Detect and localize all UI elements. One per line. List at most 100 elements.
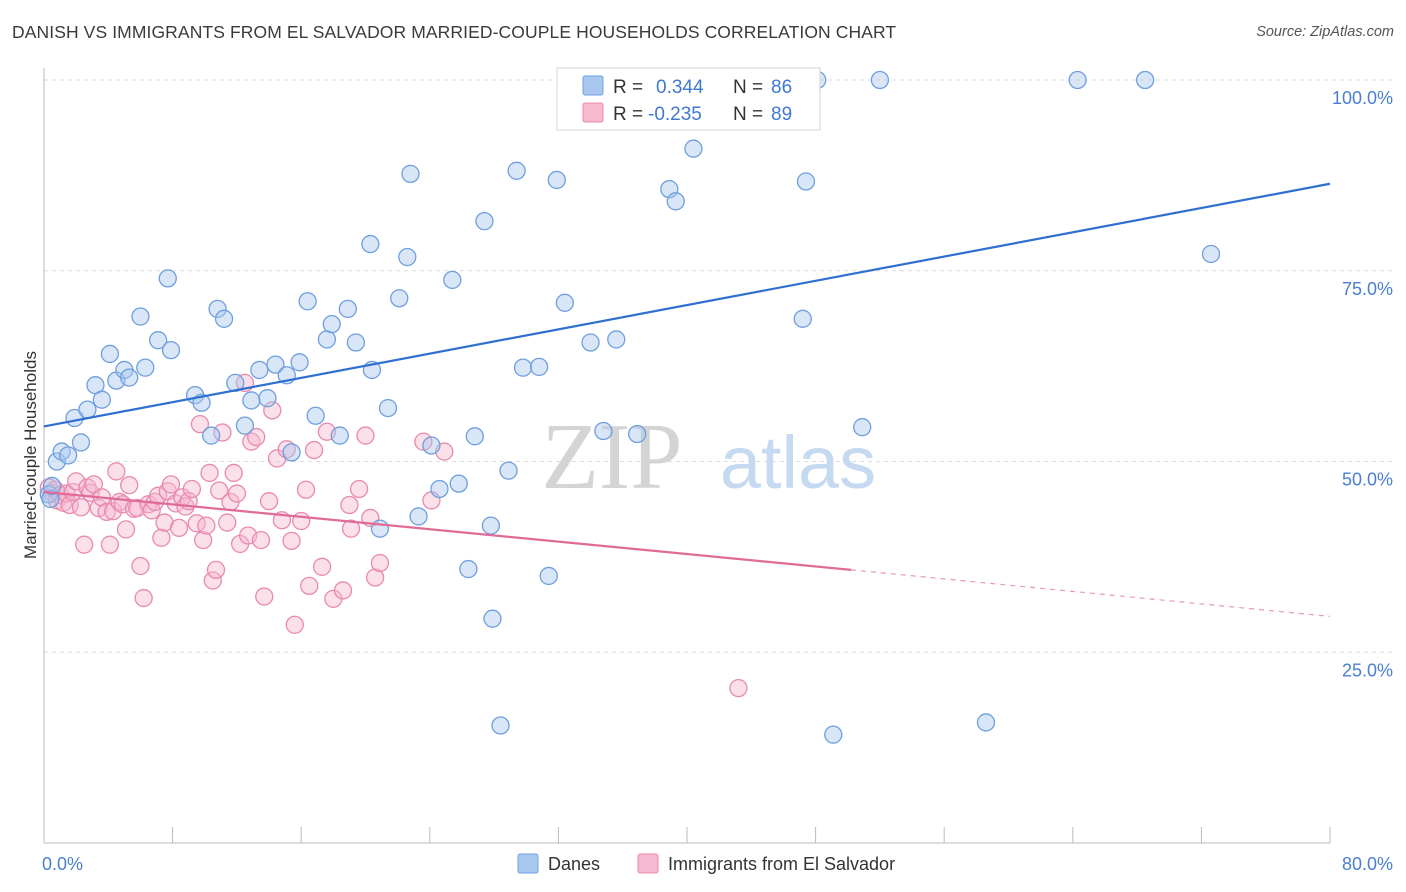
danes-point: [202, 426, 221, 445]
danes-point: [1068, 70, 1087, 90]
salvador-point: [312, 557, 332, 576]
salvador-point: [103, 501, 123, 521]
danes-points: [39, 70, 1221, 744]
salvador-point: [197, 516, 216, 535]
danes-point: [449, 474, 468, 493]
salvador-point: [365, 568, 385, 587]
salvador-point: [259, 492, 279, 511]
danes-point: [370, 519, 390, 538]
danes-point: [870, 70, 890, 90]
danes-point: [131, 307, 150, 326]
danes-point: [793, 309, 812, 328]
chart-title: DANISH VS IMMIGRANTS FROM EL SALVADOR MA…: [12, 22, 897, 42]
watermark-zip: ZIP: [542, 405, 683, 509]
stat-n-value-danes: 86: [771, 77, 792, 98]
salvador-point: [120, 476, 139, 495]
danes-point: [136, 358, 155, 377]
salvador-point: [190, 414, 210, 434]
danes-point: [330, 426, 349, 445]
legend-salvador-label: Immigrants from El Salvador: [668, 854, 895, 874]
danes-point: [390, 289, 409, 308]
salvador-point: [282, 531, 301, 551]
salvador-point: [206, 560, 226, 579]
danes-point: [346, 333, 366, 352]
danes-point: [322, 315, 341, 334]
danes-point: [607, 330, 626, 349]
salvador-point: [67, 472, 86, 491]
danes-point: [242, 391, 261, 410]
danes-point: [317, 330, 337, 349]
salvador-trend-extension: [850, 569, 1331, 617]
salvador-point: [128, 498, 147, 518]
salvador-point: [292, 511, 311, 531]
salvador-point: [333, 581, 353, 600]
salvador-point: [356, 426, 375, 445]
danes-point: [398, 247, 417, 267]
danes-point: [628, 424, 647, 444]
danes-point: [539, 566, 558, 586]
danes-point: [581, 333, 600, 352]
danes-point: [491, 716, 510, 735]
danes-point: [796, 172, 816, 191]
salvador-point: [218, 513, 237, 532]
salvador-point: [84, 475, 103, 494]
danes-point: [47, 452, 67, 471]
danes-point: [161, 340, 181, 360]
salvador-swatch: [582, 102, 604, 123]
salvador-point: [193, 530, 213, 550]
salvador-point: [203, 571, 222, 590]
danes-point: [976, 713, 996, 732]
salvador-trend-line: [43, 490, 852, 571]
stat-r-label-danes: R =: [613, 77, 643, 98]
salvador-point: [107, 462, 126, 481]
danes-point: [290, 353, 309, 372]
salvador-point: [152, 528, 171, 547]
salvador-point: [277, 440, 296, 459]
salvador-point: [247, 427, 266, 447]
salvador-point: [340, 495, 359, 515]
salvador-point: [729, 678, 748, 698]
danes-point: [555, 293, 574, 312]
salvador-point: [304, 440, 324, 460]
salvador-point: [131, 556, 150, 576]
danes-point: [235, 416, 255, 435]
salvador-point: [200, 463, 219, 483]
stat-r-value-salvador: -0.235: [648, 104, 702, 125]
salvador-point: [349, 479, 369, 499]
danes-point: [684, 139, 703, 158]
stat-n-label-salvador: N =: [733, 104, 763, 125]
danes-point: [361, 234, 380, 254]
danes-point: [409, 507, 428, 526]
danes-point: [58, 446, 78, 465]
y-tick-label: 75.0%: [1342, 279, 1393, 299]
danes-point: [42, 476, 62, 496]
salvador-point: [97, 502, 116, 522]
danes-point: [430, 479, 449, 499]
danes-point: [78, 400, 97, 419]
stats-box: R = 0.344 N = 86 R = -0.235 N = 89: [556, 67, 821, 131]
salvador-point: [251, 530, 271, 550]
salvador-point: [134, 588, 153, 608]
salvador-point: [71, 498, 91, 517]
stat-n-value-salvador: 89: [771, 104, 792, 125]
danes-point: [71, 433, 91, 452]
danes-point: [499, 461, 518, 480]
gridlines: [44, 79, 1393, 653]
danes-point: [258, 389, 277, 408]
danes-point: [824, 725, 843, 744]
legend-danes-label: Danes: [548, 854, 600, 874]
danes-point: [513, 358, 533, 377]
danes-point: [306, 406, 325, 425]
salvador-point: [224, 463, 243, 483]
salvador-point: [75, 535, 94, 554]
salvador-point: [296, 480, 316, 499]
x-tick-label-min: 0.0%: [42, 854, 83, 874]
danes-point: [459, 559, 478, 579]
stat-r-label-salvador: R =: [613, 104, 643, 125]
danes-point: [547, 170, 566, 190]
danes-point: [120, 368, 139, 387]
salvador-point: [148, 486, 168, 505]
source-label: Source: ZipAtlas.com: [1256, 24, 1394, 40]
trend-lines: [43, 182, 1331, 617]
